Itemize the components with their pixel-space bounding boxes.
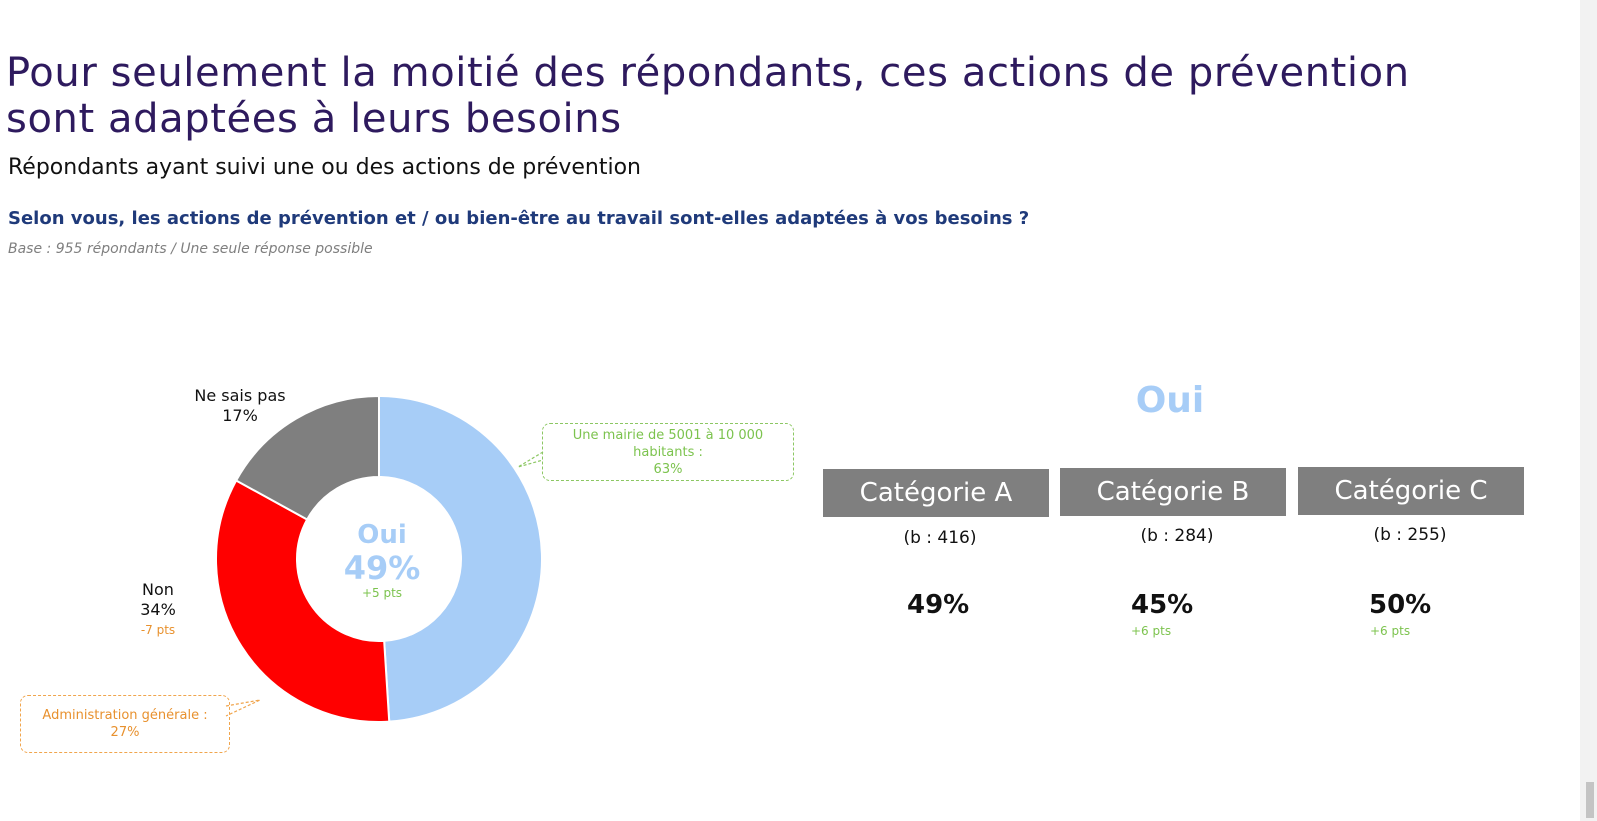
category-b-change: +6 pts xyxy=(1131,624,1172,638)
donut-slice-oui xyxy=(378,394,543,723)
donut-slice-non xyxy=(215,479,391,723)
annotation-line: habitants : xyxy=(633,444,703,460)
annotation-line: 27% xyxy=(110,725,140,740)
category-c-header: Catégorie C xyxy=(1298,467,1524,515)
center-label: Oui xyxy=(357,520,407,550)
center-value: 49% xyxy=(343,549,421,587)
annotation-line: Administration générale : xyxy=(42,708,208,723)
slice-change: -7 pts xyxy=(140,623,176,637)
annotation-callout-orange: Administration générale : 27% xyxy=(20,695,230,753)
annotation-line: Une mairie de 5001 à 10 000 xyxy=(572,427,764,443)
slice-name: Non xyxy=(142,580,174,599)
donut-slice-ne-sais-pas xyxy=(234,394,380,521)
slice-name: Ne sais pas xyxy=(194,386,286,405)
slice-value: 17% xyxy=(222,406,258,425)
category-c-change: +6 pts xyxy=(1370,624,1411,638)
donut-center-label: Oui 49% +5 pts xyxy=(320,520,444,600)
annotation-line: 63% xyxy=(653,461,683,477)
center-change: +5 pts xyxy=(361,586,403,600)
annotation-callout-green: Une mairie de 5001 à 10 000 habitants : … xyxy=(542,423,794,481)
callout-tail-orange xyxy=(225,699,261,717)
page-title: Pour seulement la moitié des répondants,… xyxy=(6,50,1410,142)
slice-value: 34% xyxy=(140,600,176,619)
page-subtitle: Répondants ayant suivi une ou des action… xyxy=(8,155,641,180)
category-a-header: Catégorie A xyxy=(823,469,1049,517)
scrollbar-track[interactable] xyxy=(1580,0,1597,821)
category-a-base: (b : 416) xyxy=(903,528,977,548)
survey-question: Selon vous, les actions de prévention et… xyxy=(8,208,1030,229)
category-a-value: 49% xyxy=(907,590,970,620)
slice-label-ne-sais-pas: Ne sais pas 17% xyxy=(180,386,300,426)
category-b-header: Catégorie B xyxy=(1060,468,1286,516)
category-b-base: (b : 284) xyxy=(1140,526,1214,546)
category-b-value: 45% xyxy=(1131,590,1194,620)
category-c-value: 50% xyxy=(1369,590,1432,620)
sample-base-note: Base : 955 répondants / Une seule répons… xyxy=(8,241,373,257)
slice-label-non: Non 34% -7 pts xyxy=(118,580,198,640)
callout-tail-green xyxy=(517,451,544,468)
category-c-base: (b : 255) xyxy=(1373,525,1447,545)
scrollbar-thumb[interactable] xyxy=(1586,782,1594,818)
breakdown-heading: Oui xyxy=(1135,380,1205,421)
